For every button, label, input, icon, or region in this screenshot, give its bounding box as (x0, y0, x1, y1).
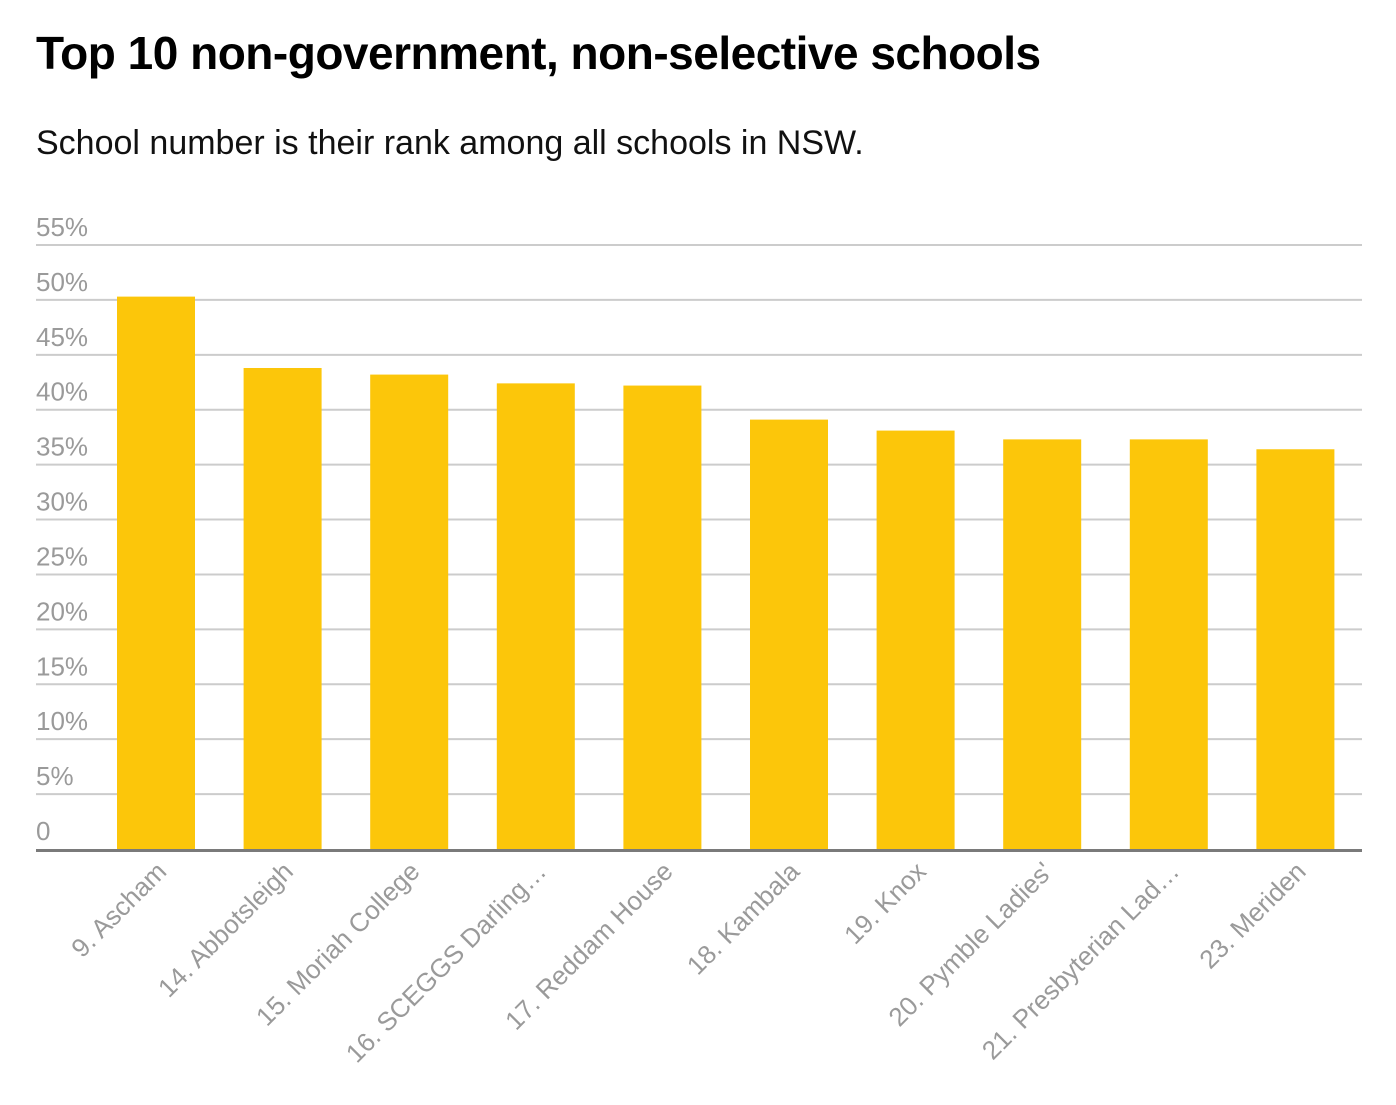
y-tick-label: 40% (36, 377, 88, 407)
x-tick-label: 14. Abbotsleigh (152, 856, 299, 1003)
bar[interactable] (117, 296, 195, 850)
y-tick-label: 20% (36, 596, 88, 626)
bar[interactable] (1003, 439, 1082, 849)
y-tick-label: 55% (36, 212, 88, 242)
y-tick-labels: 0 5% 10% 15% 20% 25% 30% 35% 40% 45% 50% 55% (36, 212, 88, 846)
bar[interactable] (876, 430, 955, 849)
y-tick-label: 45% (36, 322, 88, 352)
bar[interactable] (243, 367, 322, 849)
bars (117, 296, 1335, 850)
bar[interactable] (1256, 449, 1335, 849)
bar[interactable] (750, 419, 828, 849)
bar[interactable] (370, 374, 449, 849)
bar[interactable] (1129, 439, 1208, 849)
bar[interactable] (496, 383, 575, 849)
x-tick-label: 19. Knox (838, 856, 932, 950)
bar[interactable] (623, 385, 702, 849)
chart-subtitle: School number is their rank among all sc… (36, 124, 864, 162)
x-tick-label: 23. Meriden (1193, 856, 1311, 974)
y-tick-label: 50% (36, 267, 88, 297)
y-tick-label: 35% (36, 432, 88, 462)
y-tick-label: 5% (36, 761, 74, 791)
y-tick-label: 0 (36, 816, 50, 846)
y-tick-label: 25% (36, 541, 88, 571)
x-tick-label: 9. Ascham (65, 856, 172, 963)
x-tick-label: 18. Kambala (681, 856, 806, 981)
y-tick-label: 10% (36, 706, 88, 736)
y-tick-label: 30% (36, 487, 88, 517)
y-tick-label: 15% (36, 651, 88, 681)
chart-title: Top 10 non-government, non-selective sch… (36, 27, 1041, 79)
